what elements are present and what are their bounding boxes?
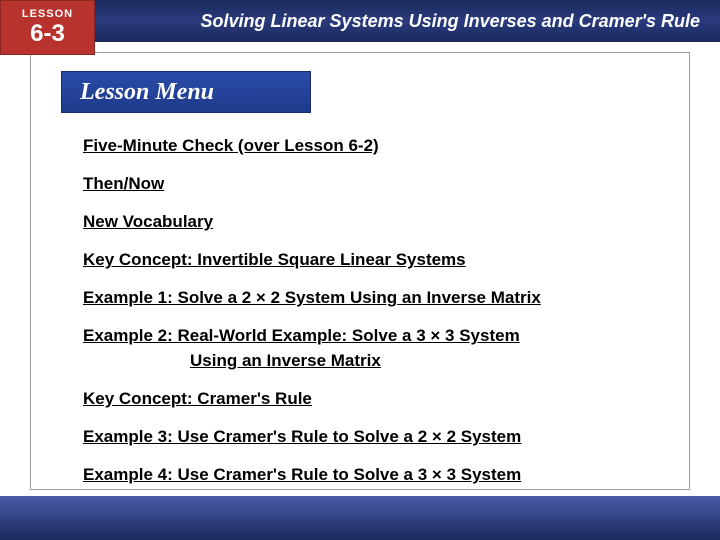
lesson-badge: LESSON 6-3 [0, 0, 95, 55]
lesson-label: LESSON [22, 8, 73, 20]
menu-item-key-concept-invertible[interactable]: Key Concept: Invertible Square Linear Sy… [83, 249, 649, 271]
slide-footer [0, 496, 720, 540]
slide-header: LESSON 6-3 Solving Linear Systems Using … [0, 0, 720, 42]
lesson-menu-banner: Lesson Menu [61, 71, 311, 113]
menu-item-five-minute-check[interactable]: Five-Minute Check (over Lesson 6-2) [83, 135, 649, 157]
header-title: Solving Linear Systems Using Inverses an… [201, 11, 700, 32]
menu-item-then-now[interactable]: Then/Now [83, 173, 649, 195]
menu-item-example-2-cont[interactable]: Using an Inverse Matrix [83, 350, 649, 372]
menu-item-example-1[interactable]: Example 1: Solve a 2 × 2 System Using an… [83, 287, 649, 309]
menu-item-example-3[interactable]: Example 3: Use Cramer's Rule to Solve a … [83, 426, 649, 448]
menu-item-new-vocabulary[interactable]: New Vocabulary [83, 211, 649, 233]
menu-item-example-4[interactable]: Example 4: Use Cramer's Rule to Solve a … [83, 464, 649, 486]
menu-item-key-concept-cramer[interactable]: Key Concept: Cramer's Rule [83, 388, 649, 410]
lesson-menu-title: Lesson Menu [80, 79, 214, 106]
content-area: Lesson Menu Five-Minute Check (over Less… [30, 52, 690, 490]
menu-item-example-2[interactable]: Example 2: Real-World Example: Solve a 3… [83, 325, 649, 347]
menu-list: Five-Minute Check (over Lesson 6-2) Then… [83, 135, 649, 502]
lesson-number: 6-3 [30, 20, 65, 48]
